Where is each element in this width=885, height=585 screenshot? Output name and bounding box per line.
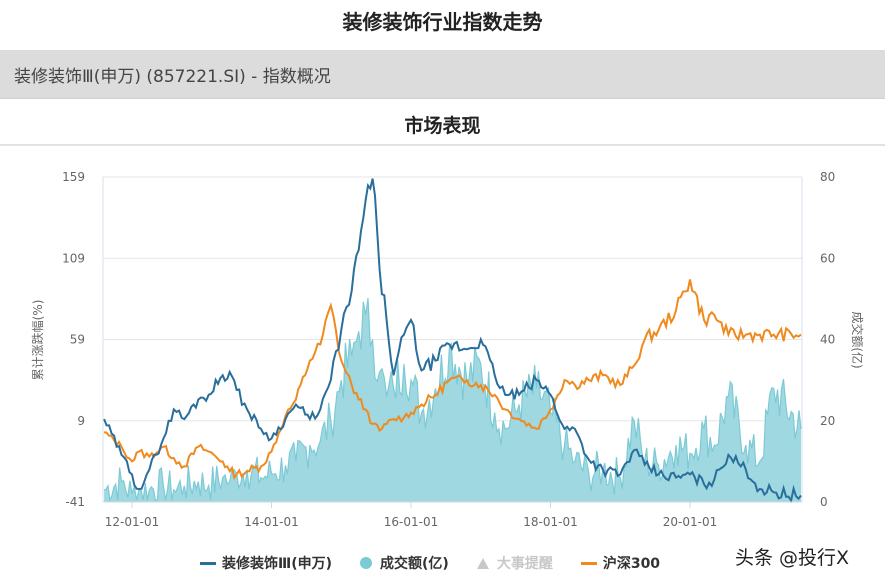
x-tick-label: 18-01-01 [523,515,577,529]
circle-swatch-icon [360,557,373,569]
section-divider [0,144,885,146]
line-swatch-icon [580,561,597,565]
y-tick-right: 20 [820,414,835,428]
index-line-series[interactable] [103,178,802,504]
legend-label: 装修装饰Ⅲ(申万) [222,556,333,572]
y-tick-left: -41 [65,495,85,509]
y-axis-right-ticks: 80 60 40 20 0 [820,170,835,509]
x-tick-label: 14-01-01 [244,515,298,529]
y-axis-right-title: 成交额(亿) [850,311,865,368]
watermark: 头条 @投行X [735,547,850,569]
y-tick-right: 40 [820,333,835,347]
y-tick-right: 80 [820,170,835,184]
x-axis-ticks: 12-01-01 14-01-01 16-01-01 18-01-01 20-01-01 [105,502,717,529]
legend-label: 沪深300 [602,556,661,572]
volume-area-series[interactable] [104,298,802,502]
x-tick-label: 20-01-01 [663,515,717,529]
index-overview-title: 装修装饰Ⅲ(申万) (857221.SI) - 指数概况 [14,67,331,87]
y-tick-left: 159 [62,170,85,184]
page-title: 装修装饰行业指数走势 [342,10,543,34]
y-tick-left: 59 [70,333,85,347]
y-axis-left-title: 累计涨跌幅(%) [30,300,45,381]
x-tick-label: 12-01-01 [105,515,159,529]
index-overview-header: 装修装饰Ⅲ(申万) (857221.SI) - 指数概况 [0,50,885,99]
triangle-swatch-icon [476,557,489,569]
x-tick-label: 16-01-01 [384,515,438,529]
y-tick-right: 0 [820,495,828,509]
y-axis-left-ticks: 159 109 59 9 -41 [62,170,85,509]
chart-legend: 装修装饰Ⅲ(申万) 成交额(亿) 大事提醒 沪深300 [200,552,688,574]
legend-label: 成交额(亿) [380,556,449,572]
y-tick-left: 9 [77,414,85,428]
volume-line-series [103,298,802,503]
hs300-line-series[interactable] [103,279,802,481]
y-tick-right: 60 [820,251,835,265]
legend-item-index[interactable]: 装修装饰Ⅲ(申万) [200,553,332,573]
legend-item-events[interactable]: 大事提醒 [476,553,553,573]
line-swatch-icon [200,561,216,565]
legend-label: 大事提醒 [496,556,553,572]
y-tick-left: 109 [62,251,85,265]
section-title: 市场表现 [404,115,481,137]
legend-item-hs300[interactable]: 沪深300 [580,553,661,573]
legend-item-volume[interactable]: 成交额(亿) [360,553,449,573]
